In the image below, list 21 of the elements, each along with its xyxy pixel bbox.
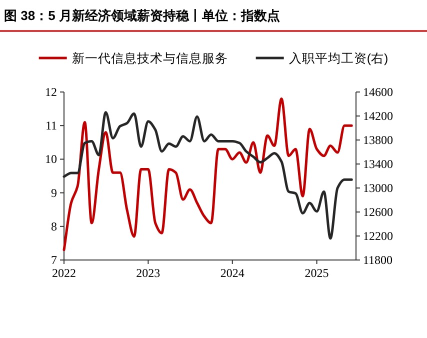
y2-tick-label: 14600 xyxy=(363,85,393,99)
chart-title: 图 38：5 月新经济领域薪资持稳丨单位：指数点 xyxy=(4,8,280,23)
y2-tick-label: 13000 xyxy=(363,181,393,195)
legend-label: 新一代信息技术与信息服务 xyxy=(72,52,228,66)
y2-tick-label: 12200 xyxy=(363,229,393,243)
y2-tick-label: 14200 xyxy=(363,109,393,123)
x-tick-label: 2023 xyxy=(136,266,160,280)
x-tick-label: 2022 xyxy=(52,266,76,280)
legend-label: 入职平均工资(右) xyxy=(288,52,388,66)
y-tick-label: 7 xyxy=(51,253,57,267)
y2-tick-label: 13800 xyxy=(363,133,393,147)
y-tick-label: 11 xyxy=(45,118,57,133)
y-tick-label: 10 xyxy=(45,152,57,166)
y2-tick-label: 13400 xyxy=(363,157,393,171)
y2-tick-label: 12600 xyxy=(363,205,393,219)
y2-tick-label: 11800 xyxy=(363,253,393,267)
y-tick-label: 8 xyxy=(51,219,57,234)
x-tick-label: 2025 xyxy=(304,266,329,280)
y-tick-label: 12 xyxy=(45,85,57,99)
y-tick-label: 9 xyxy=(51,186,57,200)
x-tick-label: 2024 xyxy=(220,266,244,280)
